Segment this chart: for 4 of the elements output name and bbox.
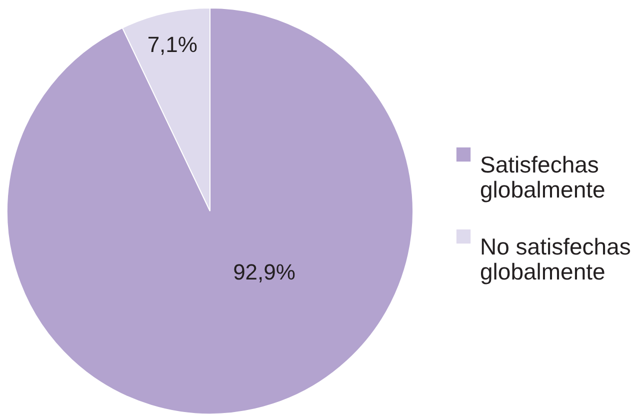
legend-label: No satisfechas globalmente	[480, 234, 631, 284]
data-label: 92,9%	[233, 259, 296, 284]
legend-label: Satisfechas globalmente	[480, 152, 606, 202]
data-label: 7,1%	[147, 32, 198, 58]
